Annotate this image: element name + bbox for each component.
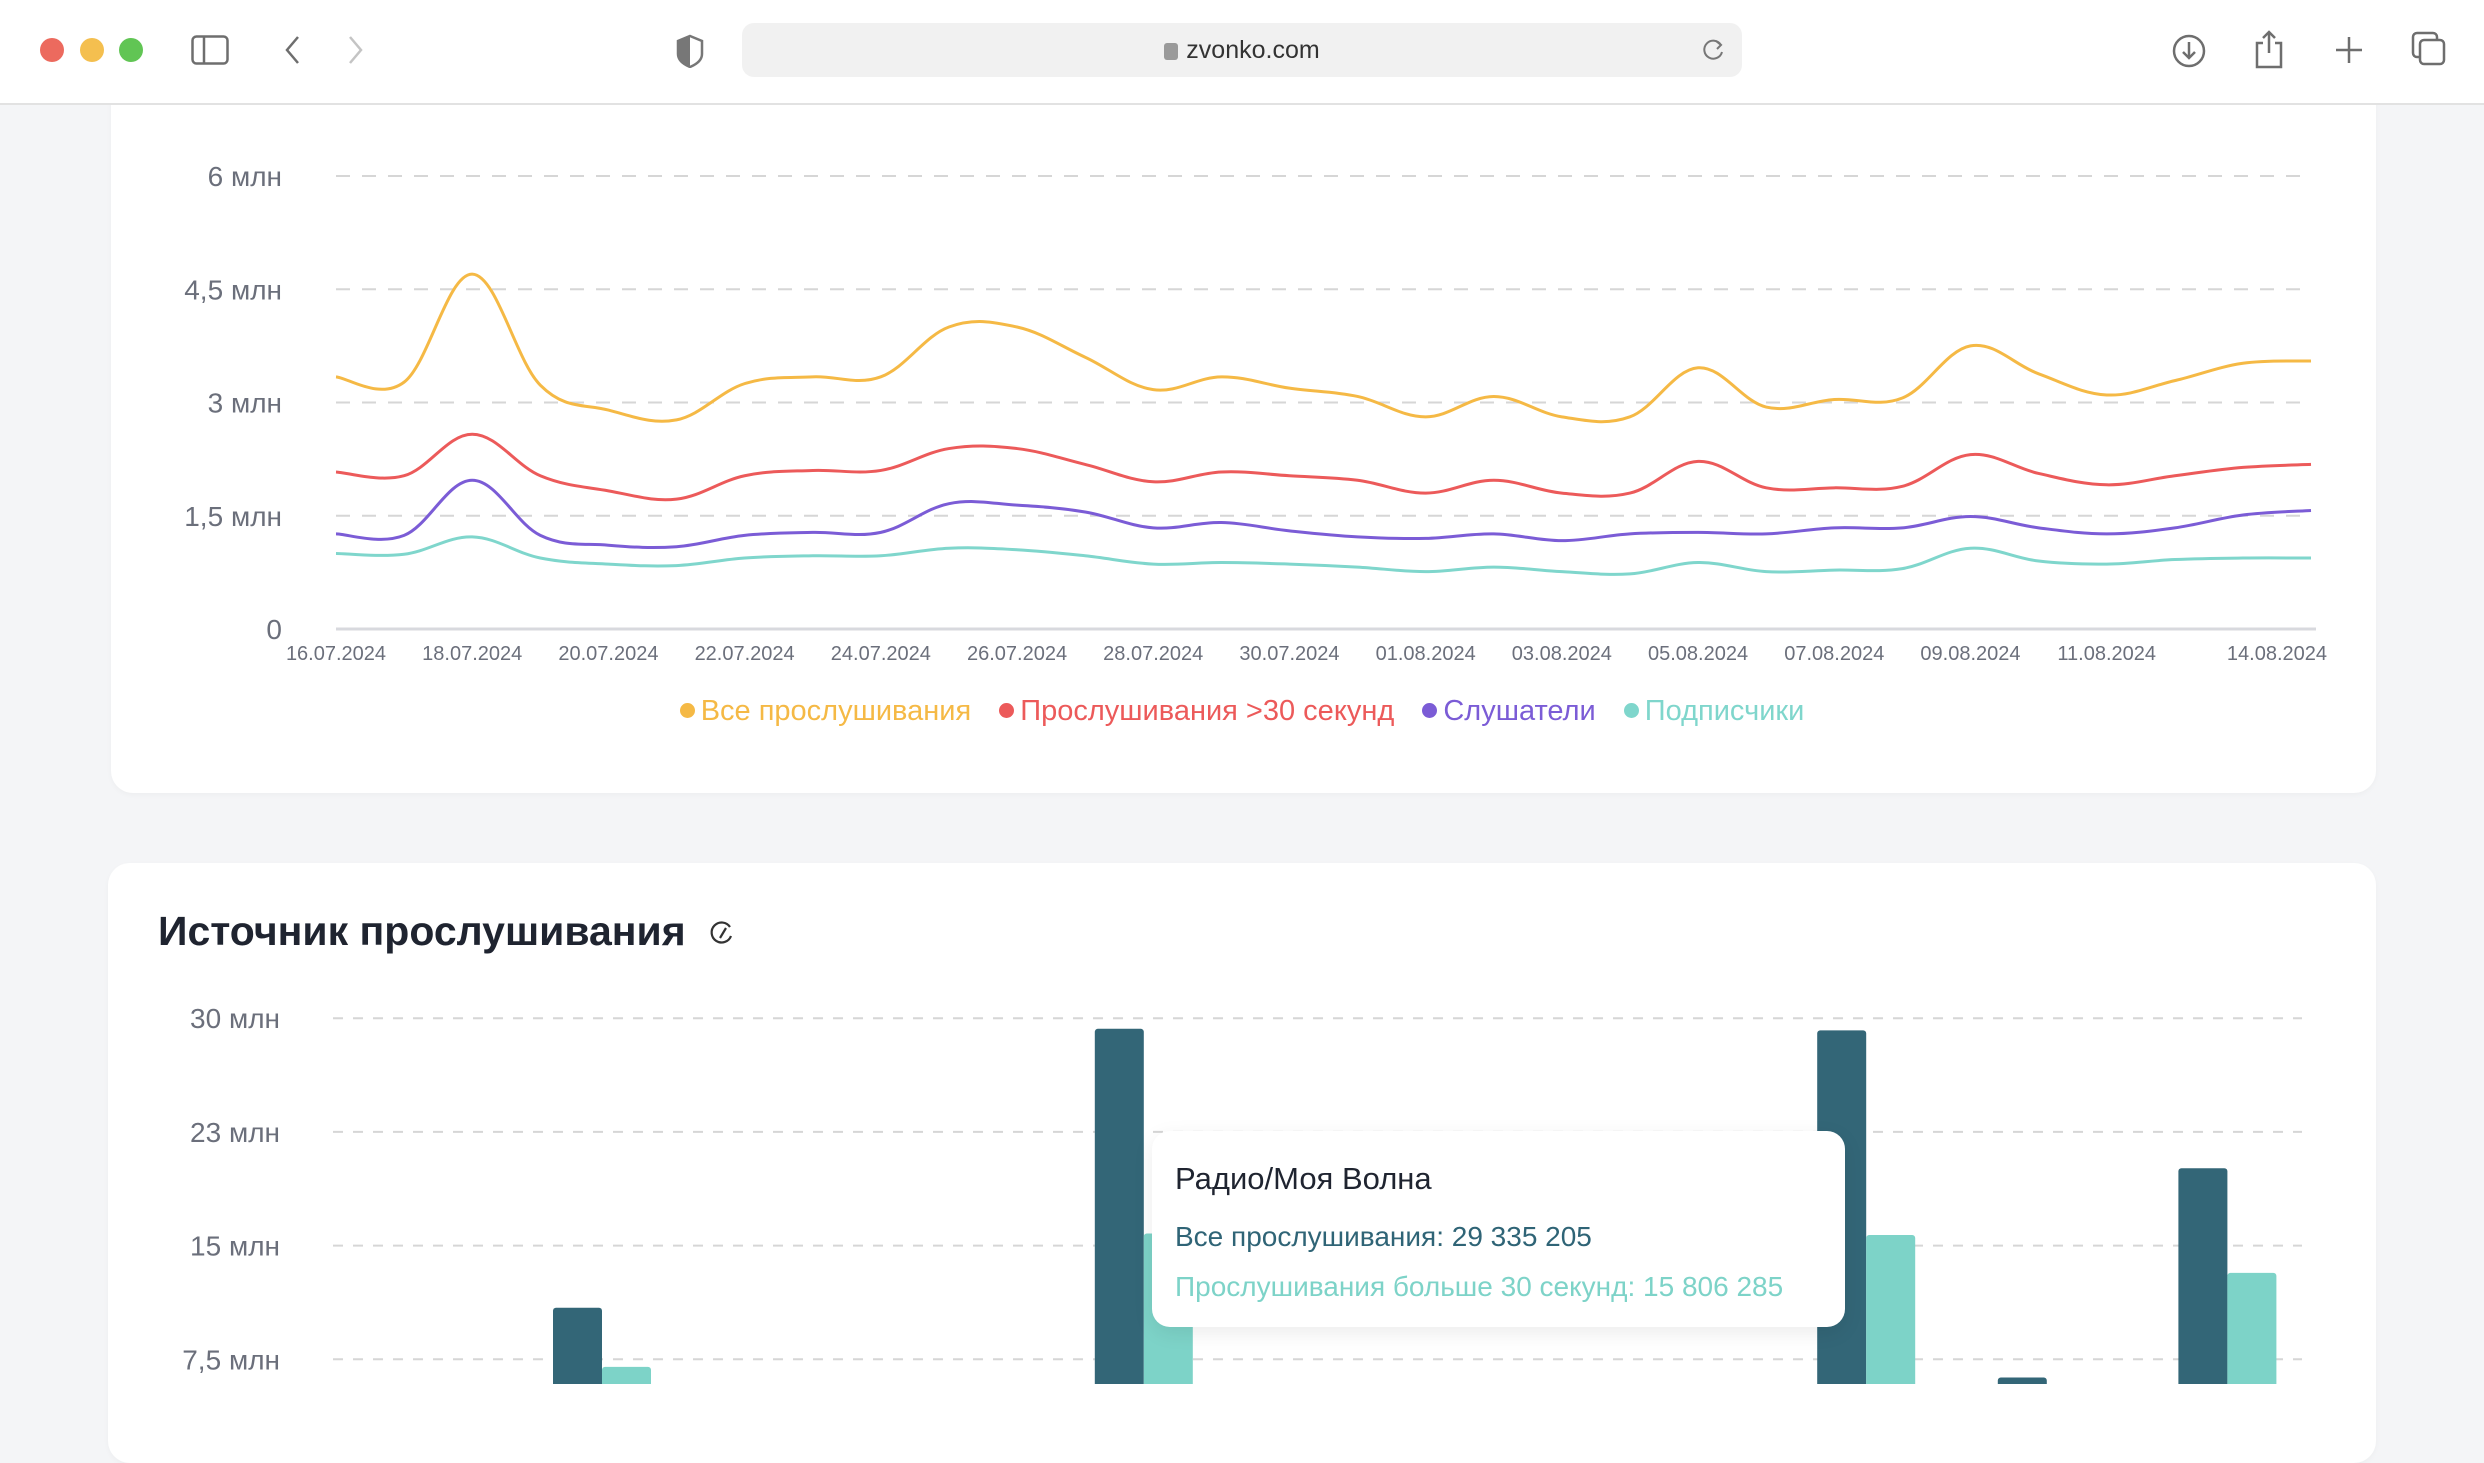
line-chart: 0 1,5 млн 3 млн 4,5 млн 6 млн 16.07.2024 18.07… <box>184 161 2327 665</box>
legend-item-listeners[interactable]: Слушатели <box>1422 695 1596 727</box>
minimize-window-button[interactable] <box>80 38 104 62</box>
bar-tooltip: Радио/Моя Волна Все прослушивания: 29 33… <box>1152 1131 1845 1327</box>
y-tick-label: 4,5 млн <box>184 274 282 305</box>
bar <box>1866 1234 1916 1384</box>
bar <box>602 1366 651 1384</box>
series-line <box>335 478 2312 550</box>
bar <box>2178 1168 2228 1384</box>
legend-item-all-plays[interactable]: Все прослушивания <box>679 695 971 727</box>
x-tick-label: 07.08.2024 <box>1784 643 1884 665</box>
legend-item-plays-30s[interactable]: Прослушивания >30 секунд <box>999 695 1394 727</box>
series-line <box>335 432 2312 502</box>
bar <box>2227 1272 2277 1384</box>
x-tick-label: 11.08.2024 <box>2057 643 2156 665</box>
x-tick-label: 18.07.2024 <box>422 643 522 665</box>
y-tick-label: 6 млн <box>208 161 282 192</box>
address-bar[interactable]: zvonko.com <box>742 23 1742 77</box>
x-tick-label: 05.08.2024 <box>1648 643 1748 665</box>
series-line <box>335 535 2312 576</box>
y-tick-label: 0 <box>266 614 282 645</box>
x-tick-label: 16.07.2024 <box>286 643 386 665</box>
privacy-shield-icon[interactable] <box>675 33 705 69</box>
browser-toolbar: zvonko.com <box>0 0 2484 105</box>
x-tick-label: 24.07.2024 <box>831 643 931 665</box>
x-tick-label: 28.07.2024 <box>1103 643 1203 665</box>
x-tick-label: 14.08.2024 <box>2227 643 2327 665</box>
tooltip-title: Радио/Моя Волна <box>1175 1161 1432 1196</box>
section-title: Источник прослушивания <box>158 908 737 958</box>
x-tick-label: 30.07.2024 <box>1239 643 1339 665</box>
maximize-window-button[interactable] <box>119 38 143 62</box>
x-tick-label: 26.07.2024 <box>967 643 1067 665</box>
refresh-icon[interactable] <box>707 911 737 958</box>
x-tick-label: 09.08.2024 <box>1920 643 2020 665</box>
downloads-icon[interactable] <box>2170 32 2208 70</box>
legend-dot-icon <box>679 702 695 718</box>
bar <box>1094 1028 1144 1384</box>
new-tab-icon[interactable] <box>2332 33 2366 67</box>
sidebar-toggle-icon[interactable] <box>190 34 230 66</box>
tooltip-label: Все прослушивания <box>1175 1221 1437 1252</box>
line-chart-legend: Все прослушивания Прослушивания >30 секу… <box>0 695 2484 728</box>
tooltip-label: Прослушивания больше 30 секунд <box>1175 1271 1628 1302</box>
legend-dot-icon <box>999 702 1015 718</box>
series-line <box>335 272 2312 424</box>
legend-item-subscribers[interactable]: Подписчики <box>1623 695 1804 727</box>
back-icon[interactable] <box>280 34 304 66</box>
share-icon[interactable] <box>2252 28 2286 70</box>
x-tick-label: 20.07.2024 <box>558 643 658 665</box>
close-window-button[interactable] <box>40 38 64 62</box>
y-tick-label: 30 млн <box>190 1003 280 1034</box>
lock-icon <box>1164 43 1179 60</box>
x-tick-label: 01.08.2024 <box>1376 643 1476 665</box>
tooltip-value: : 29 335 205 <box>1436 1221 1592 1252</box>
x-tick-label: 03.08.2024 <box>1512 643 1612 665</box>
y-tick-label: 1,5 млн <box>184 501 282 532</box>
legend-dot-icon <box>1422 702 1438 718</box>
y-tick-label: 3 млн <box>208 388 282 419</box>
reload-icon[interactable] <box>1700 36 1728 64</box>
y-tick-label: 7,5 млн <box>182 1344 280 1375</box>
bar <box>1997 1377 2047 1384</box>
tab-overview-icon[interactable] <box>2410 30 2448 68</box>
url-text: zvonko.com <box>1186 36 1320 64</box>
bar <box>553 1307 602 1384</box>
y-tick-label: 15 млн <box>190 1231 280 1262</box>
legend-dot-icon <box>1623 702 1639 718</box>
forward-icon[interactable] <box>344 34 368 66</box>
x-tick-label: 22.07.2024 <box>695 643 795 665</box>
y-tick-label: 23 млн <box>190 1117 280 1148</box>
tooltip-value: : 15 806 285 <box>1627 1271 1784 1302</box>
